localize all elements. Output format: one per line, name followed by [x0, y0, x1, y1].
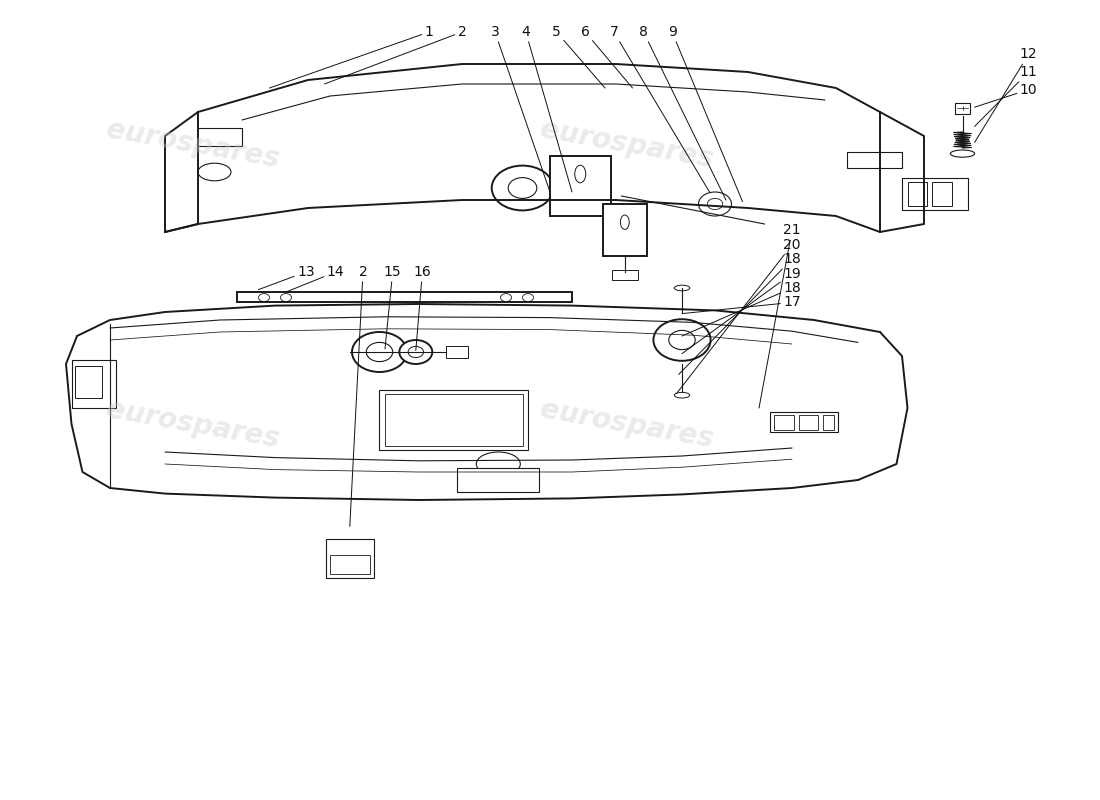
Ellipse shape — [674, 392, 690, 398]
Text: 7: 7 — [609, 25, 710, 192]
Bar — [446, 346, 468, 358]
Text: 17: 17 — [682, 295, 801, 314]
Text: 5: 5 — [552, 25, 605, 88]
Text: 18: 18 — [682, 281, 801, 336]
Text: 11: 11 — [975, 65, 1037, 126]
Bar — [326, 539, 374, 578]
Bar — [770, 412, 838, 432]
Bar — [823, 415, 834, 430]
Bar — [236, 292, 572, 302]
Text: 20: 20 — [676, 238, 801, 394]
Bar — [75, 366, 102, 398]
Text: eurospares: eurospares — [103, 395, 282, 453]
Text: 10: 10 — [975, 82, 1037, 107]
Text: 4: 4 — [521, 25, 572, 192]
Bar — [330, 555, 370, 574]
Circle shape — [492, 166, 553, 210]
Text: 9: 9 — [668, 25, 742, 202]
Text: 8: 8 — [639, 25, 726, 200]
Bar — [932, 182, 952, 206]
Circle shape — [399, 340, 432, 364]
Bar — [902, 178, 968, 210]
Text: 3: 3 — [491, 25, 550, 192]
Ellipse shape — [950, 150, 975, 157]
Text: 13: 13 — [258, 265, 315, 290]
Text: 2: 2 — [324, 25, 466, 84]
Text: 16: 16 — [414, 265, 431, 350]
Bar — [550, 156, 610, 216]
Text: eurospares: eurospares — [538, 395, 716, 453]
Text: 1: 1 — [270, 25, 433, 88]
Circle shape — [352, 332, 407, 372]
Text: 21: 21 — [759, 223, 801, 408]
Bar — [774, 415, 794, 430]
Bar — [603, 204, 647, 256]
Bar — [799, 415, 818, 430]
Ellipse shape — [476, 452, 520, 476]
Text: eurospares: eurospares — [538, 115, 716, 173]
Text: 14: 14 — [286, 265, 344, 292]
Text: 12: 12 — [975, 47, 1037, 142]
Bar — [72, 360, 116, 408]
Text: 6: 6 — [581, 25, 632, 88]
Bar — [385, 394, 522, 446]
Ellipse shape — [674, 286, 690, 291]
Circle shape — [653, 319, 711, 361]
Text: 15: 15 — [384, 265, 402, 349]
Bar — [908, 182, 927, 206]
Text: 2: 2 — [350, 265, 367, 526]
Bar — [456, 468, 539, 492]
Circle shape — [698, 192, 732, 216]
Text: 19: 19 — [682, 266, 801, 354]
Bar — [379, 390, 528, 450]
Text: 18: 18 — [679, 252, 801, 374]
Text: eurospares: eurospares — [103, 115, 282, 173]
Bar — [612, 270, 638, 280]
FancyBboxPatch shape — [955, 103, 970, 114]
